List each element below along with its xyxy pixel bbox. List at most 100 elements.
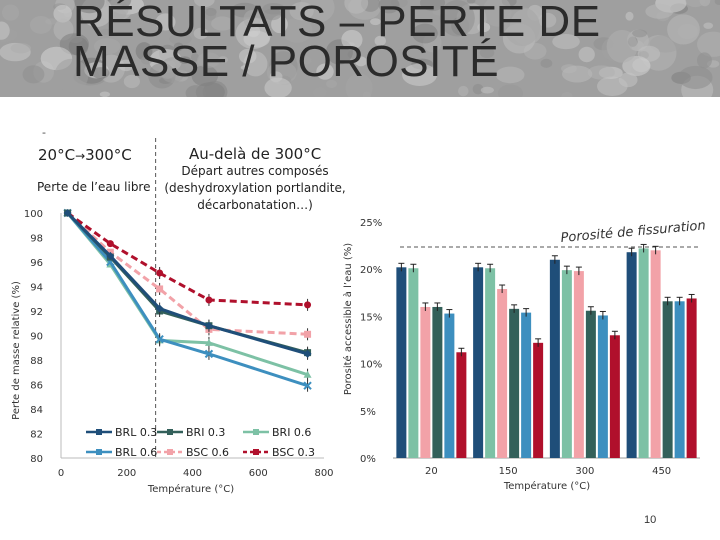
texture-blob (344, 0, 369, 14)
data-point-brl-0-6 (155, 334, 164, 344)
texture-blob (362, 91, 371, 97)
texture-blob (480, 86, 494, 94)
texture-blob (587, 65, 615, 80)
texture-blob (578, 46, 595, 63)
x-axis-title: Température (°C) (147, 483, 234, 495)
texture-blob (645, 3, 674, 19)
series-line-bsc-0-3 (66, 211, 308, 307)
data-point-bsc-0-6 (156, 285, 164, 293)
texture-blob (123, 74, 140, 89)
range-low-start: 20°C (38, 146, 76, 164)
texture-blob (185, 85, 206, 97)
texture-blob (472, 83, 484, 95)
texture-blob (100, 28, 112, 36)
texture-blob (561, 91, 573, 97)
slide-title-line-1: RÉSULTATS – PERTE DE (73, 0, 601, 46)
texture-background-image (0, 0, 720, 97)
texture-blob (625, 11, 634, 21)
legend-label: BRL 0.6 (115, 446, 157, 459)
legend-label: BRL 0.3 (115, 426, 157, 439)
annotation-dash: - (42, 126, 46, 139)
texture-blob (479, 47, 495, 58)
annotation-range-high: Au-delà de 300°C (189, 145, 322, 163)
texture-blob (504, 7, 540, 46)
legend-marker-swatch (167, 429, 173, 435)
y-tick-label: 82 (30, 430, 43, 441)
texture-blob (194, 0, 215, 8)
y-axis-title: Perte de masse relative (%) (11, 281, 22, 420)
data-point-brl-0-3 (303, 349, 312, 358)
texture-blob (1, 4, 20, 21)
series-line-bri-0-6 (66, 212, 309, 377)
texture-blob (211, 16, 234, 31)
range-low-end: 300°C (85, 146, 132, 164)
texture-blob (540, 58, 553, 68)
texture-blob (135, 42, 153, 61)
data-point-bsc-0-3 (156, 269, 164, 277)
texture-blob (99, 91, 111, 97)
y-tick-label: 100 (24, 209, 43, 220)
texture-blob (243, 30, 270, 48)
texture-blob (439, 0, 475, 37)
legend-label: BSC 0.3 (272, 446, 315, 459)
texture-blob (159, 57, 186, 84)
texture-blob (289, 1, 314, 21)
data-point-brl-0-6 (204, 349, 214, 359)
texture-blob (0, 21, 10, 40)
texture-blob (45, 18, 58, 25)
texture-blob (341, 29, 363, 50)
y-tick-label: 96 (30, 258, 43, 269)
texture-blob (354, 56, 367, 67)
texture-blob (326, 79, 338, 89)
data-point-bsc-0-3 (304, 301, 312, 309)
texture-blob (140, 55, 153, 65)
texture-blob (243, 9, 261, 29)
texture-blob (374, 35, 386, 46)
header-banner: RÉSULTATS – PERTE DE MASSE / POROSITÉ (0, 0, 720, 97)
arrow-icon: → (75, 149, 86, 163)
data-point-bsc-0-3 (106, 240, 114, 248)
texture-blob (667, 14, 700, 45)
texture-overlay (0, 0, 720, 97)
texture-blob (561, 65, 593, 83)
texture-blob (173, 42, 184, 52)
texture-blob (240, 65, 250, 70)
texture-blob (345, 73, 373, 97)
texture-blob (495, 66, 525, 84)
texture-blob (497, 84, 523, 97)
texture-blob (466, 0, 476, 4)
data-point-bsc-0-3 (205, 296, 213, 304)
y-tick-label: 84 (30, 405, 43, 416)
legend-label: BRI 0.6 (272, 426, 311, 439)
texture-blob (63, 8, 72, 18)
texture-blob (59, 33, 89, 55)
texture-blob (420, 0, 446, 11)
x-tick-label: 600 (249, 468, 268, 479)
texture-blob (402, 63, 438, 86)
data-point-brl-0-3 (63, 209, 72, 217)
texture-blob (155, 13, 176, 31)
legend-marker-swatch (96, 449, 102, 455)
texture-blob (218, 56, 228, 64)
texture-blob (197, 52, 221, 68)
texture-blob (74, 0, 105, 14)
x-tick-label: 800 (314, 468, 333, 479)
x-tick-label: 400 (183, 468, 202, 479)
range-high-desc-line-2: (deshydroxylation portlandite, (164, 181, 346, 195)
texture-blob (269, 71, 283, 83)
data-point-brl-0-6 (303, 381, 312, 390)
texture-blob (696, 31, 720, 57)
legend-label: BSC 0.6 (186, 446, 229, 459)
texture-blob (190, 53, 200, 62)
texture-blob (370, 18, 381, 26)
legend-marker-swatch (253, 449, 259, 455)
y-tick-label: 88 (30, 356, 43, 367)
texture-blob (622, 55, 651, 76)
texture-blob (54, 58, 89, 93)
x-tick-label: 0 (58, 468, 64, 479)
data-point-bsc-0-6 (304, 330, 312, 338)
legend-marker-swatch (253, 429, 259, 435)
data-point-brl-0-3 (106, 251, 115, 260)
texture-blob (91, 67, 110, 79)
